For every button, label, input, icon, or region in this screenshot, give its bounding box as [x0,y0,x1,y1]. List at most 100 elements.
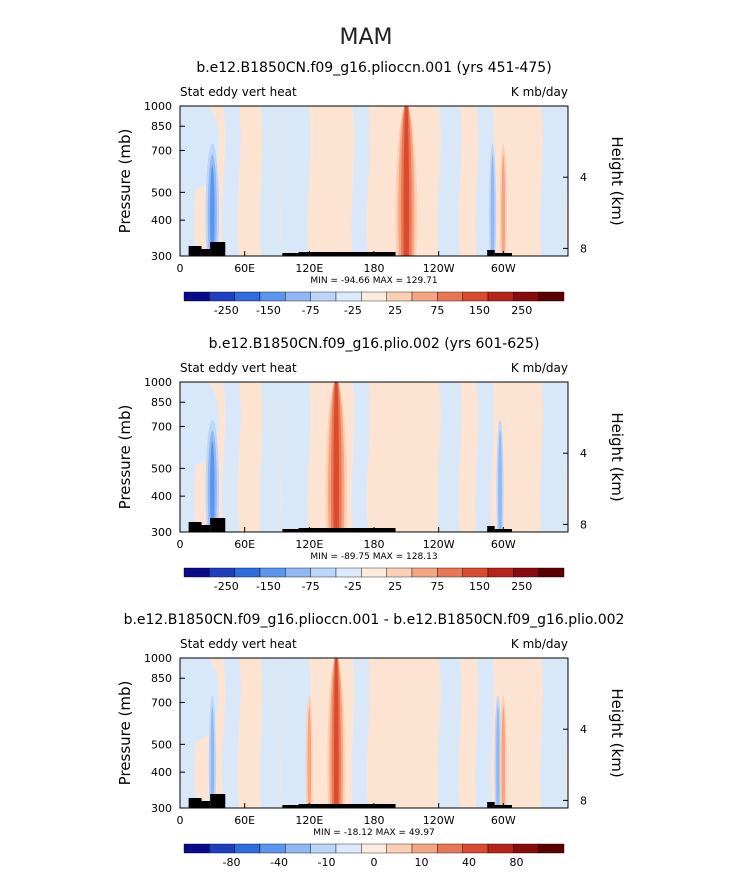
contour-field [180,382,568,532]
colorbar-label: 80 [510,856,524,869]
y-tick-label: 300 [151,250,172,263]
colorbar: -80 -40 -10 0 10 40 80 [183,843,565,869]
colorbar-swatch [234,843,261,854]
positive-column [501,706,506,808]
negative-region [351,658,370,808]
min-max-stats: MIN = -18.12 MAX = 49.97 [313,828,434,838]
x-tick-label: 0 [177,814,184,827]
colorbar-label: -10 [318,856,336,869]
topography [487,250,495,256]
colorbar-swatch [386,843,413,854]
colorbar-swatch [538,843,565,854]
colorbar-label: 75 [430,580,444,593]
colorbar-label: 150 [469,580,490,593]
topography [188,522,202,532]
y-tick-label: 500 [151,186,172,199]
panel-title: b.e12.B1850CN.f09_g16.plio.002 (yrs 601-… [209,336,540,352]
x-tick-label: 60W [491,538,516,551]
colorbar-label: -25 [344,304,362,317]
panel-units-label: K mb/day [511,361,568,375]
colorbar: -250 -150 -75 -25 25 75 150 250 [183,567,565,593]
colorbar-swatch [285,291,311,302]
y-tick-label: 400 [151,766,172,779]
negative-column [210,441,215,532]
colorbar-swatch [335,567,362,578]
negative-region [351,106,370,256]
colorbar-swatch [538,567,565,578]
colorbar-label: 10 [415,856,429,869]
colorbar-label: -40 [270,856,288,869]
panel-variable-label: Stat eddy vert heat [180,637,297,651]
y-tick-label: 1000 [144,100,172,113]
colorbar-swatch [285,567,311,578]
colorbar-label: -250 [214,304,239,317]
colorbar-swatch [513,843,539,854]
min-max-stats: MIN = -94.66 MAX = 129.71 [310,276,437,286]
negative-region [259,658,284,808]
colorbar-swatch [487,291,514,302]
colorbar-swatch [411,291,438,302]
x-tick-label: 180 [364,814,385,827]
x-tick-label: 180 [364,262,385,275]
colorbar-swatch [361,843,387,854]
x-tick-label: 0 [177,262,184,275]
negative-region [351,382,370,532]
colorbar-swatch [437,291,463,302]
colorbar-label: 0 [371,856,378,869]
topography [210,794,226,808]
panel-title: b.e12.B1850CN.f09_g16.plioccn.001 - b.e1… [124,612,625,628]
colorbar-swatch [234,291,261,302]
height-tick-label: 8 [580,794,587,807]
negative-region [540,382,568,532]
topography [282,805,299,808]
colorbar-swatch [437,843,463,854]
positive-column [334,658,339,808]
y-tick-label: 850 [151,396,172,409]
negative-region [437,382,462,532]
colorbar-swatch [310,843,337,854]
height-tick-label: 8 [580,518,587,531]
y-tick-label: 400 [151,490,172,503]
colorbar-swatch [335,843,362,854]
panel-title: b.e12.B1850CN.f09_g16.plioccn.001 (yrs 4… [196,60,551,76]
colorbar-swatch [183,843,210,854]
topography [201,525,211,532]
colorbar-label: -250 [214,580,239,593]
y-tick-label: 700 [151,144,172,157]
y-tick-label: 1000 [144,652,172,665]
y-tick-label: 1000 [144,376,172,389]
negative-region [281,658,311,808]
colorbar-swatch [183,567,210,578]
negative-region [222,106,241,256]
colorbar-swatch [183,291,210,302]
negative-region [180,658,219,741]
height-axis-label: Height (km) [608,412,626,501]
topography [188,798,202,808]
topography [298,804,396,808]
x-tick-label: 60W [491,262,516,275]
negative-region [281,382,311,532]
colorbar-label: -25 [344,580,362,593]
colorbar-swatch [386,291,413,302]
topography [188,246,202,256]
y-axis-label: Pressure (mb) [116,405,134,510]
chart-panel-1: b.e12.B1850CN.f09_g16.plioccn.001 (yrs 4… [116,60,626,317]
topography [210,518,226,532]
x-tick-label: 120E [295,814,323,827]
y-tick-label: 700 [151,696,172,709]
x-tick-label: 120W [423,262,455,275]
colorbar-swatch [411,567,438,578]
panel-variable-label: Stat eddy vert heat [180,85,297,99]
colorbar-swatch [462,843,489,854]
topography [487,526,495,532]
negative-region [281,106,311,256]
colorbar-swatch [259,567,286,578]
height-tick-label: 8 [580,242,587,255]
y-tick-label: 300 [151,802,172,815]
negative-region [475,382,494,532]
colorbar-label: 250 [511,304,532,317]
x-tick-label: 60E [234,262,255,275]
negative-region [259,106,284,256]
colorbar-swatch [310,567,337,578]
x-tick-label: 120E [295,262,323,275]
